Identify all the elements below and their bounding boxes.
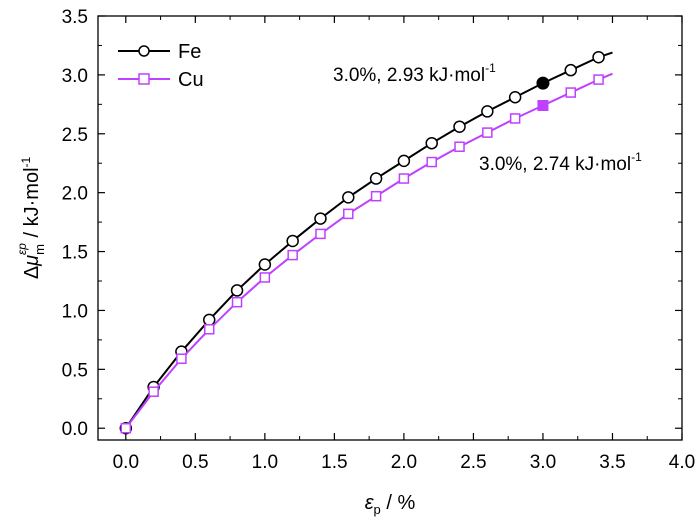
- data-point-cu: [343, 208, 354, 220]
- legend-fe-marker: [138, 45, 150, 57]
- y-tick-label: 2.0: [62, 184, 88, 205]
- x-tick-label: 2.5: [460, 452, 486, 473]
- data-point-fe: [397, 154, 411, 168]
- y-axis-title: Δμmεp / kJ·mol-1: [15, 156, 47, 279]
- y-axis-superscript: εp: [15, 243, 29, 255]
- data-point-fe: [425, 136, 438, 150]
- y-tick-label: 1.0: [62, 301, 88, 322]
- y-tick-label: 3.0: [62, 66, 88, 87]
- annotation-fe-text: 3.0%, 2.93 kJ·mol: [333, 65, 485, 86]
- data-point-cu: [370, 190, 382, 202]
- data-point-cu: [454, 141, 465, 152]
- annotation-fe-sup: -1: [485, 61, 496, 75]
- y-axis-subscript: m: [32, 244, 47, 255]
- data-point-cu: [148, 386, 159, 397]
- data-point-fe: [286, 234, 299, 248]
- data-point-cu: [565, 87, 577, 98]
- annotation-fe: 3.0%, 2.93 kJ·mol-1: [333, 61, 496, 86]
- y-axis-unit-superscript: -1: [19, 156, 33, 167]
- data-point-cu: [176, 353, 187, 364]
- legend-cu-label: Cu: [178, 69, 204, 91]
- x-axis-symbol: ε: [365, 492, 375, 514]
- data-point-cu: [120, 422, 132, 434]
- data-point-cu: [398, 173, 410, 184]
- legend-fe-label: Fe: [178, 41, 201, 63]
- legend: Fe Cu: [118, 41, 204, 91]
- x-tick-label: 4.0: [669, 452, 695, 473]
- data-point-fe: [258, 258, 272, 271]
- data-point-fe: [453, 120, 466, 133]
- x-tick-label: 0.0: [113, 452, 139, 473]
- data-point-cu: [259, 272, 271, 283]
- data-point-cu: [426, 156, 437, 168]
- highlight-point-fe: [536, 76, 550, 90]
- plot-frame: [97, 15, 683, 441]
- y-axis-symbol: μ: [21, 255, 43, 267]
- highlight-point-cu: [537, 100, 549, 112]
- x-tick-label: 1.5: [321, 452, 347, 473]
- x-axis-title: εp / %: [365, 492, 416, 517]
- x-axis-subscript: p: [374, 502, 381, 517]
- y-tick-label: 1.5: [62, 243, 88, 264]
- series-line-cu: [125, 72, 613, 429]
- data-point-cu: [315, 228, 326, 240]
- y-tick-label: 3.5: [62, 7, 88, 28]
- data-point-cu: [287, 249, 298, 261]
- data-point-cu: [482, 127, 493, 138]
- annotation-cu-text: 3.0%, 2.74 kJ·mol: [479, 154, 631, 175]
- x-tick-label: 0.5: [182, 452, 208, 473]
- data-point-fe: [369, 172, 383, 185]
- y-tick-label: 0.0: [62, 419, 88, 440]
- data-point-fe: [202, 313, 216, 327]
- data-point-fe: [314, 212, 327, 225]
- data-point-fe: [481, 105, 494, 118]
- data-point-cu: [203, 324, 215, 335]
- x-axis-unit: / %: [381, 492, 416, 514]
- y-tick-label: 2.5: [62, 125, 88, 146]
- annotation-cu-sup: -1: [631, 150, 642, 164]
- x-tick-label: 3.5: [599, 452, 625, 473]
- data-point-fe: [592, 50, 605, 64]
- data-point-cu: [231, 296, 243, 308]
- data-point-fe: [342, 191, 355, 204]
- y-axis-prefix: Δ: [21, 266, 43, 279]
- data-point-fe: [564, 63, 578, 77]
- y-axis-unit: / kJ·mol: [21, 167, 43, 243]
- legend-cu-marker: [138, 73, 150, 85]
- x-tick-label: 3.0: [530, 452, 556, 473]
- annotation-cu: 3.0%, 2.74 kJ·mol-1: [479, 150, 642, 175]
- data-point-cu: [593, 74, 604, 85]
- y-tick-label: 0.5: [62, 360, 88, 381]
- x-tick-label: 2.0: [391, 452, 417, 473]
- data-point-fe: [230, 284, 244, 297]
- data-point-cu: [509, 113, 521, 124]
- data-point-fe: [508, 91, 522, 104]
- x-tick-label: 1.0: [252, 452, 278, 473]
